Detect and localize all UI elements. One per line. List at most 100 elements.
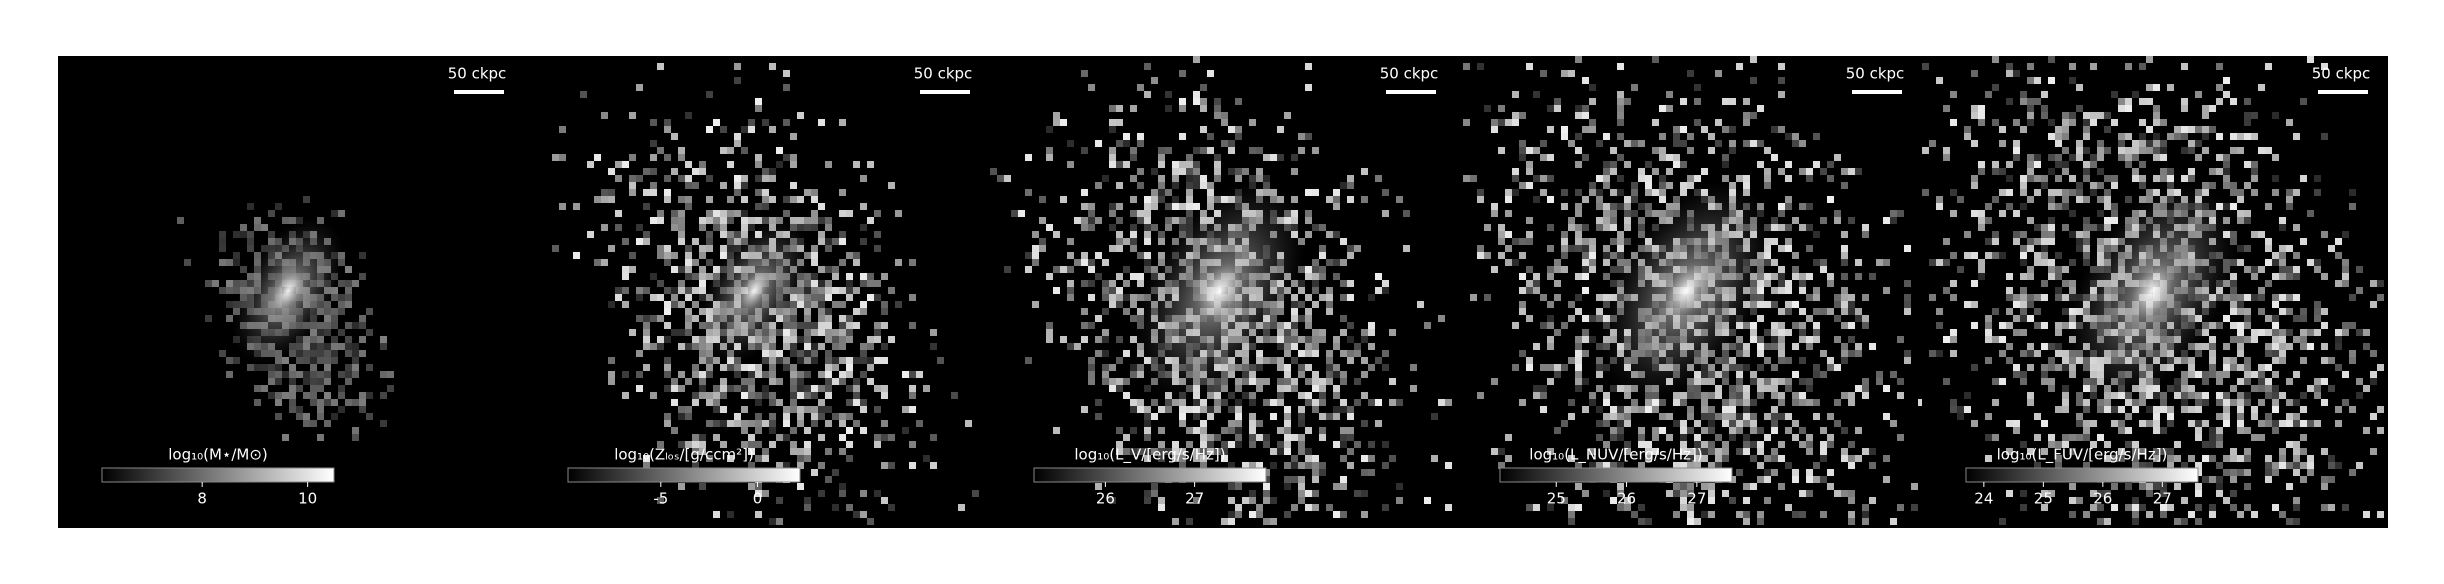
pixel	[1505, 245, 1512, 252]
pixel	[2230, 455, 2237, 462]
pixel	[1298, 490, 1305, 497]
pixel	[1109, 497, 1116, 504]
pixel	[692, 399, 699, 406]
pixel	[1992, 308, 1999, 315]
pixel	[678, 441, 685, 448]
pixel	[790, 133, 797, 140]
pixel	[1918, 399, 1925, 406]
pixel	[1228, 392, 1235, 399]
pixel	[1757, 441, 1764, 448]
pixel	[608, 189, 615, 196]
pixel	[657, 147, 664, 154]
pixel	[1116, 448, 1123, 455]
pixel	[1179, 455, 1186, 462]
pixel	[1862, 322, 1869, 329]
pixel	[1736, 413, 1743, 420]
pixel	[1722, 420, 1729, 427]
pixel	[2083, 231, 2090, 238]
pixel	[1242, 168, 1249, 175]
pixel	[1757, 105, 1764, 112]
pixel	[1911, 483, 1918, 490]
pixel	[1067, 140, 1074, 147]
pixel	[1172, 448, 1179, 455]
pixel	[1841, 294, 1848, 301]
pixel	[1368, 455, 1375, 462]
pixel	[1771, 455, 1778, 462]
pixel	[1298, 497, 1305, 504]
pixel	[310, 364, 317, 371]
pixel	[1151, 483, 1158, 490]
pixel	[1354, 399, 1361, 406]
pixel	[797, 336, 804, 343]
pixel	[1270, 518, 1277, 525]
pixel	[1736, 364, 1743, 371]
pixel	[2153, 112, 2160, 119]
pixel	[825, 217, 832, 224]
pixel	[2125, 161, 2132, 168]
pixel	[1256, 364, 1263, 371]
pixel	[1673, 392, 1680, 399]
pixel	[860, 203, 867, 210]
pixel	[1764, 476, 1771, 483]
pixel	[1123, 140, 1130, 147]
pixel	[664, 245, 671, 252]
pixel	[303, 357, 310, 364]
pixel	[1193, 427, 1200, 434]
pixel	[1298, 364, 1305, 371]
pixel	[1137, 399, 1144, 406]
pixel	[1950, 406, 1957, 413]
pixel	[1046, 147, 1053, 154]
pixel	[247, 245, 254, 252]
pixel	[720, 252, 727, 259]
pixel	[1848, 462, 1855, 469]
pixel	[727, 238, 734, 245]
pixel	[1512, 259, 1519, 266]
pixel	[1589, 448, 1596, 455]
pixel	[1298, 476, 1305, 483]
pixel	[755, 427, 762, 434]
pixel	[1736, 175, 1743, 182]
pixel	[1284, 441, 1291, 448]
pixel	[296, 350, 303, 357]
pixel	[1764, 329, 1771, 336]
pixel	[783, 364, 790, 371]
pixel	[1046, 224, 1053, 231]
colorbar-tick-label: 27	[1185, 490, 1204, 508]
pixel	[345, 294, 352, 301]
pixel	[727, 364, 734, 371]
pixel	[804, 371, 811, 378]
pixel	[1130, 154, 1137, 161]
pixel	[804, 392, 811, 399]
pixel	[1813, 329, 1820, 336]
pixel	[643, 455, 650, 462]
pixel	[1137, 168, 1144, 175]
pixel	[1827, 434, 1834, 441]
pixel	[1116, 336, 1123, 343]
pixel	[713, 210, 720, 217]
pixel	[650, 168, 657, 175]
pixel	[1193, 161, 1200, 168]
pixel	[1235, 483, 1242, 490]
pixel	[1512, 168, 1519, 175]
pixel	[1375, 399, 1382, 406]
pixel	[261, 224, 268, 231]
pixel	[853, 392, 860, 399]
pixel	[818, 385, 825, 392]
pixel	[1708, 448, 1715, 455]
pixel	[1505, 210, 1512, 217]
pixel	[797, 112, 804, 119]
pixel	[1540, 385, 1547, 392]
pixel	[825, 392, 832, 399]
pixel	[1512, 112, 1519, 119]
pixel	[1841, 343, 1848, 350]
pixel	[1757, 350, 1764, 357]
pixel	[1757, 462, 1764, 469]
pixel	[1708, 427, 1715, 434]
pixel	[1144, 434, 1151, 441]
pixel	[1547, 322, 1554, 329]
pixel	[1291, 378, 1298, 385]
pixel	[1575, 133, 1582, 140]
pixel	[1333, 483, 1340, 490]
pixel	[1284, 322, 1291, 329]
pixel	[2258, 84, 2265, 91]
